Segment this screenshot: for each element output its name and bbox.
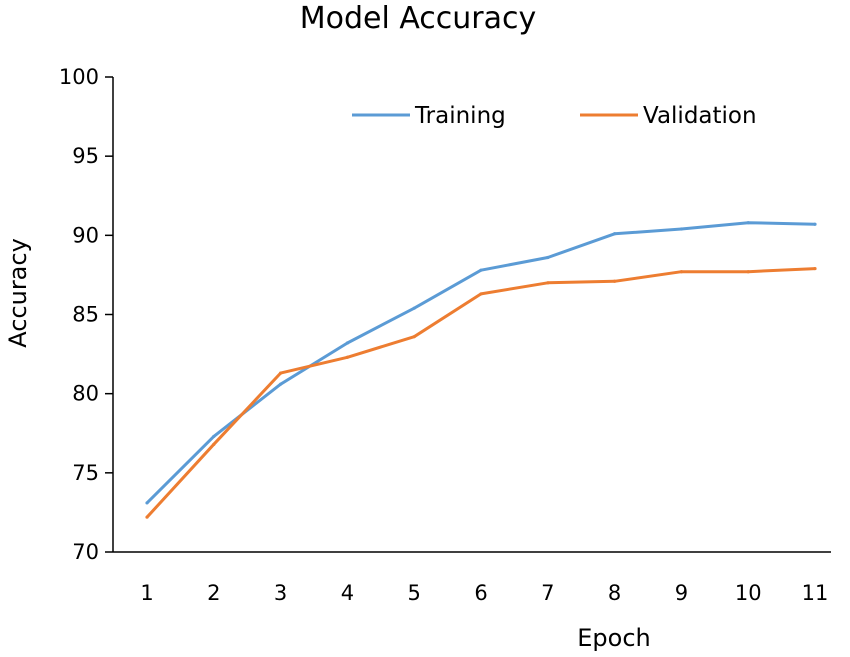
data-point-training xyxy=(145,501,149,505)
data-point-validation xyxy=(613,279,617,283)
data-point-validation xyxy=(746,270,750,274)
y-tick-label: 85 xyxy=(72,303,99,327)
data-point-validation xyxy=(412,335,416,339)
y-tick-label: 100 xyxy=(59,65,99,89)
data-point-validation xyxy=(479,292,483,296)
data-point-validation xyxy=(546,281,550,285)
data-point-validation xyxy=(145,515,149,519)
x-tick-label: 1 xyxy=(140,581,153,605)
plot-area xyxy=(112,77,831,553)
data-point-validation xyxy=(212,442,216,446)
y-tick-label: 80 xyxy=(72,382,99,406)
data-point-training xyxy=(279,382,283,386)
y-tick-label: 70 xyxy=(72,540,99,564)
data-point-training xyxy=(679,227,684,231)
legend-label-validation: Validation xyxy=(643,103,757,129)
data-point-training xyxy=(412,306,416,310)
y-axis-title: Accuracy xyxy=(4,238,32,348)
legend: Training Validation xyxy=(352,103,757,129)
data-point-validation xyxy=(345,355,349,359)
x-tick-label: 9 xyxy=(675,581,688,605)
data-point-validation xyxy=(679,270,684,274)
x-tick-label: 4 xyxy=(341,581,354,605)
y-tick-label: 95 xyxy=(72,144,99,168)
series-line-validation xyxy=(145,267,816,519)
x-tick-label: 7 xyxy=(541,581,554,605)
data-point-training xyxy=(546,255,550,260)
data-point-training xyxy=(479,268,483,272)
y-tick-label: 90 xyxy=(72,223,99,247)
series-lines xyxy=(145,221,817,519)
x-tick-label: 5 xyxy=(408,581,421,605)
data-point-validation xyxy=(813,266,817,271)
x-tick-label: 2 xyxy=(207,581,220,605)
x-tick-label: 10 xyxy=(735,581,762,605)
chart-title: Model Accuracy xyxy=(300,1,537,36)
series-line-training xyxy=(145,221,816,504)
x-axis-ticks: 1 2 3 4 5 6 7 8 9 10 11 xyxy=(140,581,828,605)
data-point-training xyxy=(613,232,617,236)
data-point-training xyxy=(813,222,817,226)
y-axis-ticks: 70 75 80 85 90 95 100 xyxy=(59,65,113,564)
data-point-validation xyxy=(279,371,283,375)
legend-label-training: Training xyxy=(414,103,506,129)
x-tick-label: 8 xyxy=(608,581,621,605)
x-tick-label: 3 xyxy=(274,581,287,605)
data-point-training xyxy=(345,341,349,345)
x-tick-label: 11 xyxy=(802,581,829,605)
data-point-training xyxy=(746,221,750,225)
x-axis-title: Epoch xyxy=(577,624,651,652)
x-tick-label: 6 xyxy=(474,581,487,605)
y-tick-label: 75 xyxy=(72,461,99,485)
data-point-training xyxy=(212,434,216,439)
